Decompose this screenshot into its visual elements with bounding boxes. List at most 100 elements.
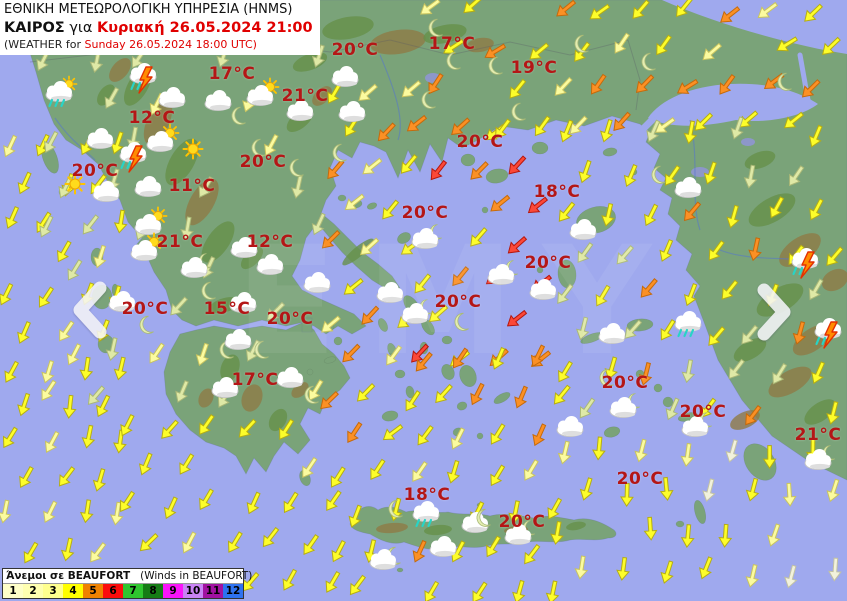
weather-icon-mooncloud <box>401 299 432 324</box>
black-sea <box>662 0 847 54</box>
next-frame-button[interactable] <box>752 282 798 342</box>
wind-arrow <box>3 134 18 158</box>
weather-icon-rain <box>412 501 440 528</box>
marmara-sea <box>648 83 818 126</box>
wind-arrow <box>767 523 781 547</box>
wind-arrow <box>708 240 725 261</box>
wind-arrow <box>506 309 528 327</box>
wind-arrow <box>745 477 760 502</box>
weather-icon-moon <box>332 143 347 162</box>
weather-icon-suncloud <box>146 123 180 152</box>
wind-arrow <box>809 198 824 221</box>
wind-arrow <box>58 466 76 487</box>
wind-arrow <box>494 118 512 139</box>
wind-arrow <box>39 215 54 238</box>
wind-arrow <box>453 347 469 369</box>
wind-arrow <box>527 196 549 214</box>
weather-icon-cloud <box>556 416 584 437</box>
wind-arrow <box>428 304 449 323</box>
weather-icon-cloud <box>224 329 252 350</box>
wind-arrow <box>227 531 243 553</box>
wind-arrow <box>509 78 527 99</box>
wind-arrow <box>342 343 361 363</box>
wind-arrow <box>643 203 659 227</box>
wind-arrow <box>430 159 448 181</box>
weather-icon-moon <box>574 34 589 53</box>
legend-cell: 9 <box>163 584 183 598</box>
wind-arrow <box>82 214 100 235</box>
wind-arrow <box>550 520 564 545</box>
wind-arrow <box>308 379 324 401</box>
wind-arrow <box>43 500 58 524</box>
wind-arrow <box>104 86 120 109</box>
wind-arrow <box>348 504 362 528</box>
wind-arrow <box>640 278 658 298</box>
wind-arrow <box>87 385 106 406</box>
dardanelles-strait <box>628 116 656 144</box>
wind-arrow <box>349 574 367 596</box>
weather-icon-moon <box>201 281 216 300</box>
wind-arrow <box>745 563 760 588</box>
wind-arrow <box>311 212 326 236</box>
wind-arrow <box>665 164 681 186</box>
weather-icon-mooncloud <box>804 445 835 470</box>
weather-icon-cloud <box>230 237 258 258</box>
wind-arrow <box>242 571 260 592</box>
wind-arrow <box>470 161 489 180</box>
wind-arrow <box>406 114 428 132</box>
wind-arrow <box>283 491 299 514</box>
wind-arrow <box>359 237 380 256</box>
wind-arrow <box>708 326 726 346</box>
wind-arrow <box>17 321 31 344</box>
weather-icon-cloud <box>376 282 404 303</box>
wind-arrow <box>604 356 618 381</box>
wind-arrow <box>680 524 695 549</box>
prev-frame-button[interactable] <box>66 280 112 340</box>
wind-arrow <box>199 414 215 435</box>
wind-arrow <box>557 440 572 465</box>
wind-arrow <box>81 424 96 449</box>
weather-icon-moon <box>641 52 656 71</box>
wind-arrow <box>490 194 511 212</box>
wind-arrow <box>326 490 342 511</box>
wind-arrow <box>620 483 634 507</box>
wind-arrow <box>738 110 759 128</box>
wind-arrow <box>415 351 433 372</box>
wind-arrow <box>728 358 746 380</box>
legend-cell: 8 <box>143 584 163 598</box>
wind-arrow <box>523 459 539 481</box>
wind-arrow <box>343 277 364 295</box>
wind-arrow <box>826 478 840 503</box>
wind-arrow <box>508 155 527 175</box>
wind-arrow <box>490 464 506 487</box>
wind-arrow <box>331 540 346 563</box>
wind-arrow <box>579 477 594 501</box>
wind-arrow <box>105 337 120 362</box>
wind-arrow <box>553 384 571 405</box>
wind-arrow <box>401 80 422 98</box>
wind-arrow <box>472 581 488 601</box>
wind-arrow <box>702 478 716 503</box>
weather-icon-cloud <box>108 291 136 312</box>
wind-arrow <box>291 174 305 199</box>
wind-arrow <box>529 42 550 60</box>
wind-arrow <box>654 116 676 133</box>
wind-arrow <box>358 83 378 102</box>
wind-arrow <box>66 343 82 366</box>
wind-arrow <box>599 118 614 143</box>
wind-arrow <box>17 392 31 417</box>
wind-arrow <box>361 305 380 325</box>
wind-arrow <box>79 499 94 524</box>
wind-arrow <box>490 423 506 445</box>
wind-arrow <box>757 1 779 18</box>
wind-arrow <box>638 361 653 386</box>
wind-arrow <box>665 397 680 421</box>
wind-arrow <box>321 315 341 333</box>
wind-arrow <box>161 419 179 439</box>
legend-cell: 6 <box>103 584 123 598</box>
forecast-date-en: Sunday 26.05.2024 18:00 UTC) <box>84 37 257 51</box>
weather-icon-storm <box>129 63 157 94</box>
legend-cell: 3 <box>43 584 63 598</box>
weather-icon-cloud <box>92 181 120 202</box>
wind-arrow <box>826 246 844 267</box>
